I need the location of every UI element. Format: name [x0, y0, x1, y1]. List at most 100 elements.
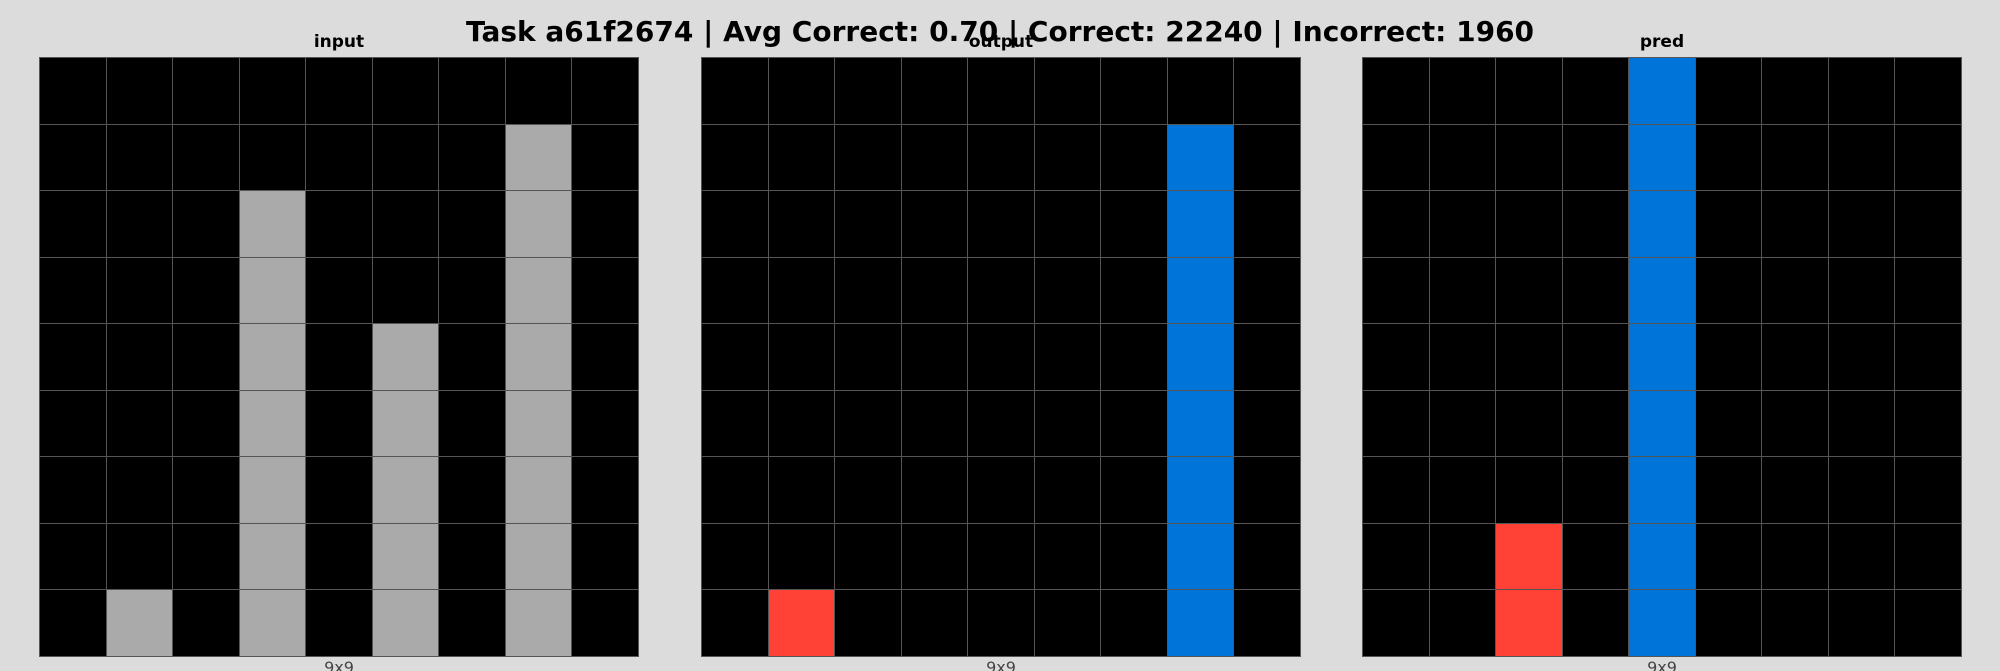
grid-cell	[835, 124, 901, 191]
grid-cell	[968, 324, 1034, 390]
grid-cell	[1167, 590, 1234, 656]
grid-cell	[1363, 457, 1429, 523]
grid-cell	[1562, 58, 1629, 124]
grid-cell	[968, 257, 1034, 324]
grid-cell	[1234, 390, 1300, 457]
grid-cell	[1629, 191, 1695, 257]
grid-cell	[968, 523, 1034, 590]
grid-cell	[439, 390, 505, 457]
grid-cell	[1363, 257, 1429, 324]
grid-cell	[306, 324, 372, 390]
grid-cell	[1562, 457, 1629, 523]
grid-cell	[1496, 58, 1562, 124]
grid-cell	[1762, 523, 1828, 590]
grid-cell	[835, 590, 901, 656]
grid-cell	[768, 457, 835, 523]
grid-cell	[1234, 457, 1300, 523]
grid-cell	[106, 390, 173, 457]
grid-cell	[505, 58, 572, 124]
grid-cell	[1234, 124, 1300, 191]
grid-cell	[901, 457, 968, 523]
grid-cell	[239, 124, 306, 191]
grid-cell	[1167, 124, 1234, 191]
grid-cell	[1363, 590, 1429, 656]
grid-cell	[1496, 191, 1562, 257]
grid-cell	[1895, 257, 1961, 324]
grid-cell	[1363, 191, 1429, 257]
grid-cell	[40, 324, 106, 390]
grid-cell	[1429, 58, 1496, 124]
grid-cell	[306, 390, 372, 457]
grid-cell	[1895, 124, 1961, 191]
grid-cell	[702, 58, 768, 124]
grid-cell	[1234, 191, 1300, 257]
grid-cell	[1496, 124, 1562, 191]
grid-cell	[572, 390, 638, 457]
grid-cell	[1695, 457, 1762, 523]
grid-cell	[239, 58, 306, 124]
grid-cell	[702, 523, 768, 590]
grid-cell	[1562, 390, 1629, 457]
grid-cell	[1895, 324, 1961, 390]
grid-cell	[239, 590, 306, 656]
grid-cell	[1429, 390, 1496, 457]
grid-cell	[702, 390, 768, 457]
grid-cell	[106, 457, 173, 523]
grid-cell	[372, 457, 439, 523]
grid-cell	[439, 124, 505, 191]
grid-cell	[1429, 590, 1496, 656]
grid-cell	[173, 257, 239, 324]
grid-cell	[1429, 324, 1496, 390]
grid-cell	[106, 124, 173, 191]
grid-cell	[1167, 390, 1234, 457]
grid-cell	[702, 324, 768, 390]
grid-cell	[1234, 590, 1300, 656]
grid-cell	[1828, 58, 1895, 124]
grid-cell	[439, 58, 505, 124]
grid-cell	[768, 257, 835, 324]
grid-cell	[1496, 523, 1562, 590]
grid-cell	[1167, 191, 1234, 257]
grid-cell	[1695, 124, 1762, 191]
grid-cell	[306, 58, 372, 124]
grid-cell	[1101, 390, 1167, 457]
grid-cell	[768, 523, 835, 590]
grid-cell	[1895, 58, 1961, 124]
grid-cell	[306, 191, 372, 257]
grid-cell	[173, 590, 239, 656]
grid-cell	[1167, 257, 1234, 324]
grid-cell	[968, 58, 1034, 124]
grid-cell	[835, 523, 901, 590]
grid-cell	[505, 191, 572, 257]
grid-cell	[439, 457, 505, 523]
grid-cell	[1034, 590, 1101, 656]
grid-cell	[1629, 124, 1695, 191]
grid-cell	[505, 324, 572, 390]
grid-cell	[1167, 523, 1234, 590]
grid-cell	[1895, 523, 1961, 590]
grid-cell	[1429, 257, 1496, 324]
grid-cell	[1429, 191, 1496, 257]
grid-cell	[572, 257, 638, 324]
grid-cell	[835, 257, 901, 324]
grid-cell	[239, 191, 306, 257]
grid-cell	[372, 590, 439, 656]
output-size-label: 9x9	[986, 658, 1016, 671]
grid-cell	[1695, 191, 1762, 257]
grid-cell	[1629, 58, 1695, 124]
grid-cell	[1167, 457, 1234, 523]
grid-cell	[835, 324, 901, 390]
grid-cell	[372, 324, 439, 390]
grid-cell	[702, 457, 768, 523]
grid-cell	[1101, 58, 1167, 124]
grid-cell	[306, 523, 372, 590]
grid-cell	[1762, 124, 1828, 191]
input-size-label: 9x9	[324, 658, 354, 671]
grid-cell	[835, 390, 901, 457]
grid-cell	[505, 257, 572, 324]
grid-cell	[702, 257, 768, 324]
grid-cell	[1895, 590, 1961, 656]
grid-cell	[702, 590, 768, 656]
grid-cell	[1167, 324, 1234, 390]
grid-cell	[968, 590, 1034, 656]
